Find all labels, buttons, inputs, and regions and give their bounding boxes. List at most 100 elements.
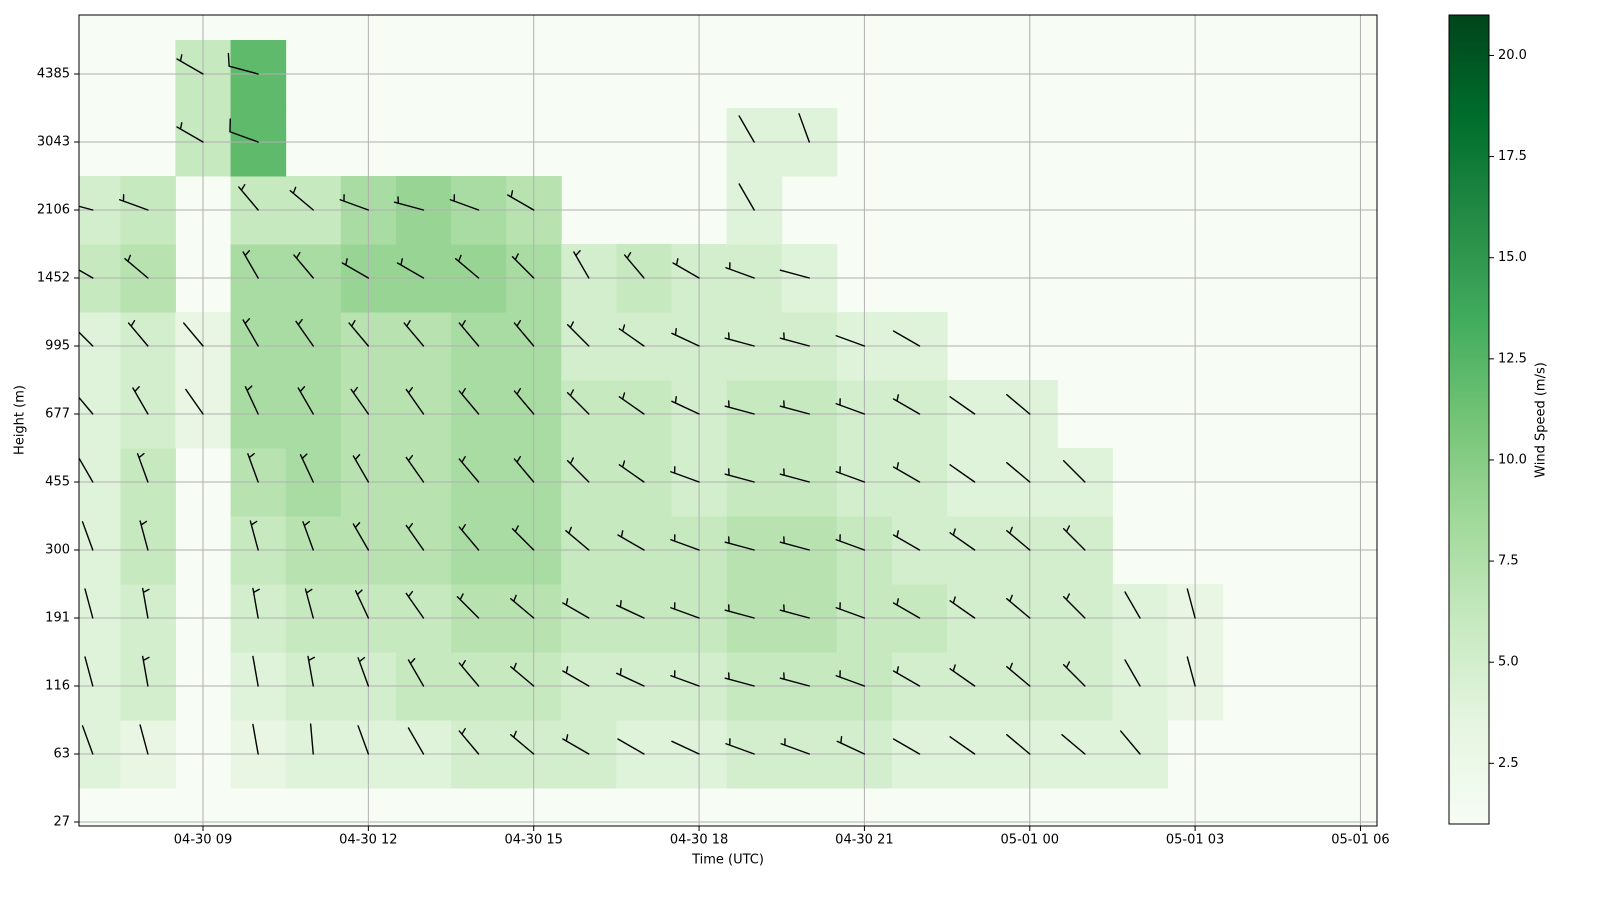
x-tick-label: 04-30 18 — [670, 833, 728, 848]
wind-barb — [79, 456, 94, 483]
colorbar-label: Wind Speed (m/s) — [1534, 362, 1549, 478]
wind-barb — [304, 588, 314, 619]
x-tick-label: 04-30 15 — [504, 833, 562, 848]
y-tick-label: 191 — [45, 611, 70, 626]
wind-barb — [892, 394, 921, 415]
wind-barb — [617, 530, 645, 551]
wind-barb — [725, 262, 755, 279]
wind-barb — [1006, 394, 1031, 415]
wind-barb — [458, 523, 480, 551]
plot-frame — [78, 14, 1378, 827]
wind-barb — [252, 587, 260, 619]
wind-barb — [295, 318, 314, 347]
colorbar-tick-label: 2.5 — [1498, 756, 1519, 771]
wind-barb — [724, 536, 755, 551]
wind-barb — [119, 194, 149, 211]
wind-barb — [562, 666, 590, 687]
wind-barb — [299, 453, 314, 483]
wind-barb — [672, 258, 700, 279]
wind-barb — [892, 530, 921, 551]
wind-barb — [566, 321, 590, 347]
wind-barb — [141, 587, 150, 619]
wind-barb — [949, 464, 976, 483]
y-tick-label: 995 — [45, 339, 70, 354]
x-axis-label: Time (UTC) — [691, 853, 764, 868]
wind-barb — [252, 723, 259, 755]
wind-barb — [242, 250, 259, 279]
wind-barb — [670, 670, 700, 687]
x-tick-label: 05-01 03 — [1166, 833, 1224, 848]
wind-barb — [671, 328, 700, 347]
wind-barb — [247, 452, 259, 483]
wind-barb — [458, 727, 480, 755]
wind-barb — [1006, 734, 1031, 755]
wind-barb — [779, 332, 810, 347]
colorbar-tick-label: 15.0 — [1498, 250, 1527, 265]
wind-barb — [724, 468, 755, 483]
wind-barb — [1120, 730, 1141, 755]
axes: 04-30 09 04-30 12 04-30 15 04-30 18 04-30 21… — [37, 48, 1527, 848]
wind-barb — [1062, 460, 1086, 483]
wind-barb — [458, 319, 480, 347]
wind-barb — [835, 398, 866, 415]
heatmap — [79, 15, 1377, 826]
wind-barb — [511, 253, 535, 279]
wind-barb — [339, 194, 370, 211]
wind-barb — [458, 455, 480, 483]
colorbar-tick-label: 7.5 — [1498, 554, 1519, 569]
wind-barb — [949, 664, 976, 687]
wind-barb — [289, 186, 314, 211]
wind-barb — [671, 740, 700, 755]
wind-barb — [573, 250, 590, 279]
y-tick-label: 116 — [45, 679, 70, 694]
y-tick-label: 1452 — [37, 271, 70, 286]
wind-barb — [357, 656, 370, 687]
wind-barb — [513, 319, 535, 347]
wind-barb — [456, 593, 480, 619]
wind-barb — [562, 734, 590, 755]
wind-barb — [84, 588, 94, 619]
wind-barb — [1062, 525, 1086, 551]
wind-barb — [798, 113, 810, 143]
wind-barb — [565, 526, 590, 551]
wind-barb — [738, 183, 755, 211]
wind-barb — [293, 251, 314, 279]
wind-barb — [780, 738, 810, 755]
wind-barb — [835, 335, 866, 347]
wind-barb — [183, 322, 204, 347]
wind-barb — [616, 600, 645, 619]
wind-barb — [405, 454, 425, 483]
wind-barb — [252, 655, 259, 687]
wind-barb — [1006, 594, 1031, 619]
wind-barb — [1124, 659, 1141, 687]
wind-barb — [1006, 662, 1031, 687]
wind-barb — [671, 396, 700, 415]
wind-barb — [835, 602, 866, 619]
wind-barb — [510, 662, 535, 687]
y-tick-label: 4385 — [37, 67, 70, 82]
wind-barb — [81, 521, 94, 551]
wind-barb — [449, 194, 480, 211]
wind-barb — [566, 457, 590, 483]
x-tick-label: 04-30 12 — [339, 833, 397, 848]
wind-barb — [892, 666, 921, 687]
colorbar-tick-label: 12.5 — [1498, 351, 1527, 366]
wind-barb — [618, 324, 645, 347]
wind-barb — [949, 596, 976, 619]
wind-barb — [79, 269, 94, 279]
wind-barb — [892, 462, 921, 483]
wind-barb — [348, 319, 370, 347]
wind-barb — [738, 115, 755, 143]
wind-barb — [835, 466, 866, 483]
wind-barb — [307, 655, 315, 687]
wind-barb — [892, 738, 921, 755]
wind-barb — [513, 387, 535, 415]
wind-barb — [618, 392, 645, 415]
wind-barbs — [79, 52, 1196, 755]
colorbar-tick-label: 5.0 — [1498, 655, 1519, 670]
wind-barb — [407, 727, 425, 755]
wind-barb — [724, 400, 755, 415]
wind-barb — [242, 318, 259, 347]
y-tick-label: 63 — [53, 747, 70, 762]
